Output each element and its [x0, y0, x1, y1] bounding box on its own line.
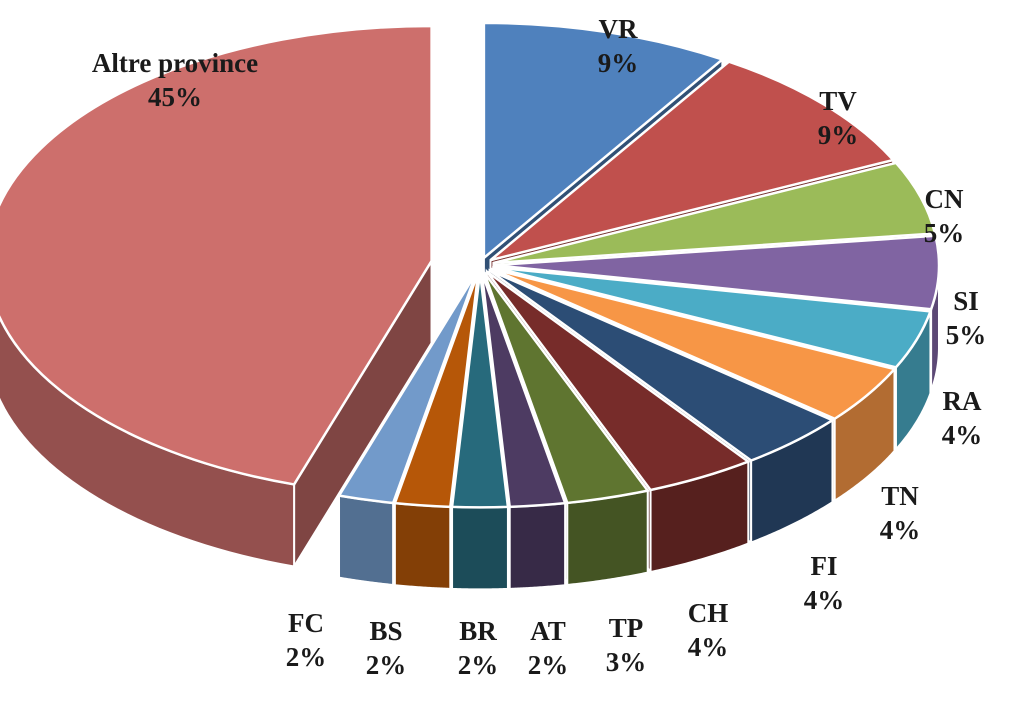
slice-label-ra: RA	[943, 386, 982, 416]
slice-value-at: 2%	[528, 650, 569, 680]
slice-cn	[493, 161, 937, 265]
slice-value-fc: 2%	[286, 642, 327, 672]
slice-value-br: 2%	[458, 650, 499, 680]
slice-at	[480, 271, 567, 509]
slice-label-fi: FI	[811, 551, 838, 581]
slice-vr	[482, 21, 725, 261]
slice-fc	[336, 271, 478, 505]
slice-value-cn: 5%	[924, 218, 965, 248]
slice-labels-layer: VR 9% TV 9% CN 5% SI 5% RA 4% TN 4% FI 4% CH 4% TP 3% AT 2%…	[92, 14, 986, 680]
slice-label-tv: TV	[819, 86, 857, 116]
slice-label-br: BR	[459, 616, 497, 646]
slice-label-at: AT	[530, 616, 566, 646]
slice-value-tn: 4%	[880, 515, 921, 545]
slice-side-outer-tp	[566, 489, 649, 587]
slice-value-bs: 2%	[366, 650, 407, 680]
slice-value-ch: 4%	[688, 632, 729, 662]
slice-label-cn: CN	[925, 184, 964, 214]
slice-side-outer-bs	[393, 502, 452, 590]
slice-value-tp: 3%	[606, 647, 647, 677]
slice-value-altre-province: 45%	[148, 82, 202, 112]
slice-ch	[485, 270, 751, 492]
slice-tops-layer	[0, 21, 941, 509]
slice-fi	[488, 269, 836, 462]
slice-br	[450, 272, 510, 509]
slice-value-vr: 9%	[598, 48, 639, 78]
slice-tp	[482, 271, 650, 505]
slice-label-altre-province: Altre province	[92, 48, 258, 78]
slice-tn	[491, 267, 897, 421]
slice-value-fi: 4%	[804, 585, 845, 615]
slice-label-vr: VR	[599, 14, 638, 44]
slice-tv	[489, 60, 896, 262]
slice-label-fc: FC	[288, 608, 324, 638]
slice-label-si: SI	[953, 286, 979, 316]
slice-label-ch: CH	[688, 598, 729, 628]
slice-label-tp: TP	[609, 613, 644, 643]
slice-si	[493, 234, 941, 311]
slice-bs	[393, 271, 480, 509]
slice-ra	[493, 266, 933, 369]
slice-value-tv: 9%	[818, 120, 859, 150]
slice-value-si: 5%	[946, 320, 987, 350]
slice-altre-province	[0, 24, 433, 486]
slice-side-outer-at	[508, 502, 567, 590]
slice-side-outer-br	[451, 505, 509, 591]
slice-side-outer-fc	[338, 494, 395, 587]
slice-label-tn: TN	[881, 481, 919, 511]
slice-value-ra: 4%	[942, 420, 983, 450]
slice-label-bs: BS	[369, 616, 402, 646]
